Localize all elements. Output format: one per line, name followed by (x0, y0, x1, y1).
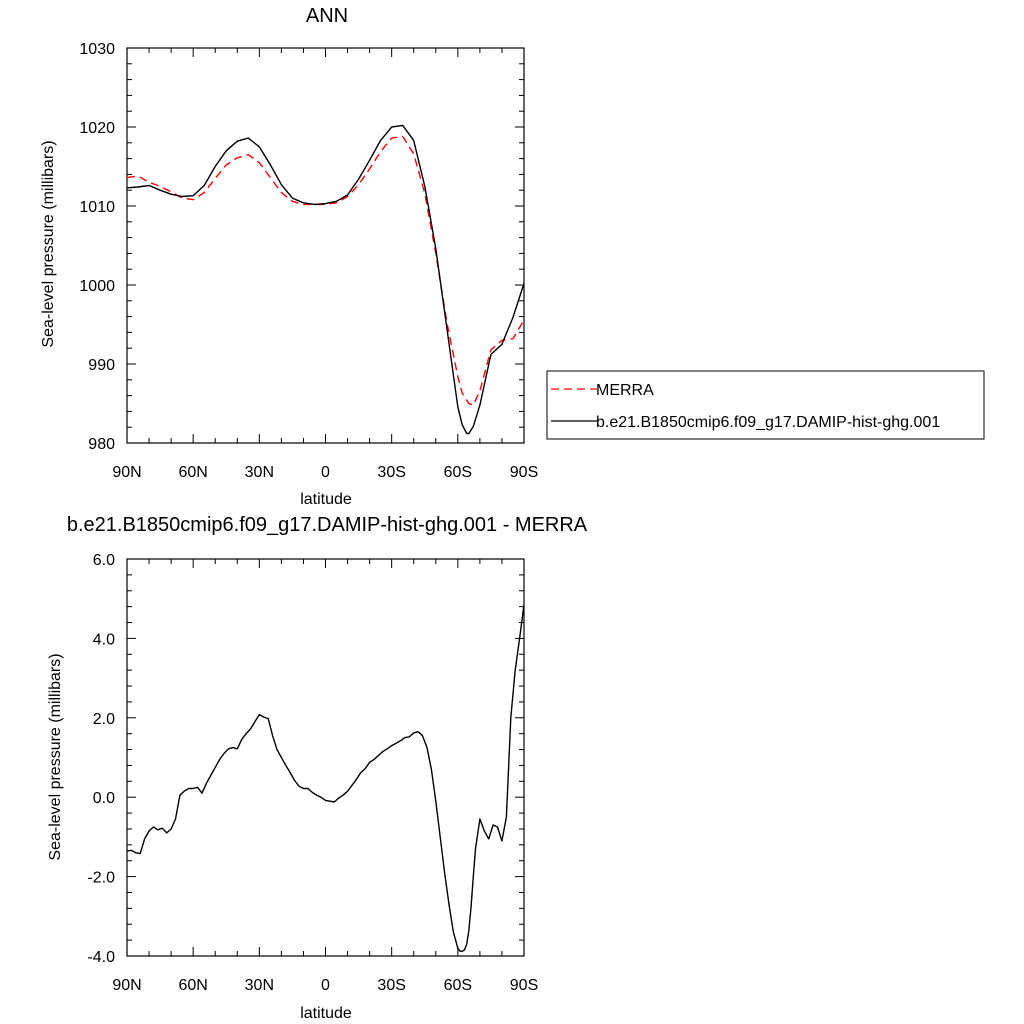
top-series-line-1 (126, 124, 525, 435)
top-ytick-label: 1000 (79, 278, 115, 295)
bottom-chart-ylabel: Sea-level pressure (millibars) (47, 653, 64, 860)
bottom-xtick-label: 0 (321, 977, 330, 994)
bottom-xtick-label: 30N (245, 977, 274, 994)
top-ytick-label: 1020 (79, 120, 115, 137)
bottom-ytick-label: -2.0 (87, 870, 115, 887)
top-plot-frame (126, 47, 525, 444)
legend-label-model: b.e21.B1850cmip6.f09_g17.DAMIP-hist-ghg.… (596, 414, 940, 431)
top-plot-area: 980 990 1000 1010 1020 1030 90N 60N 30N 0 30S 60S 90… (79, 41, 538, 481)
top-xtick-label: 60S (444, 464, 472, 481)
bottom-xtick-label: 90S (510, 977, 538, 994)
top-xtick-label: 30N (245, 464, 274, 481)
bottom-ytick-label: 0.0 (93, 790, 115, 807)
top-xtick-label: 60N (178, 464, 207, 481)
top-series-line-0 (126, 135, 525, 406)
bottom-ytick-label: 2.0 (93, 711, 115, 728)
bottom-series-line-0 (126, 604, 525, 952)
bottom-xtick-label: 60S (444, 977, 472, 994)
bottom-ytick-label: -4.0 (87, 949, 115, 966)
bottom-chart-xlabel: latitude (300, 1005, 352, 1022)
bottom-chart-title: b.e21.B1850cmip6.f09_g17.DAMIP-hist-ghg.… (67, 514, 588, 536)
top-chart-xlabel: latitude (300, 491, 352, 508)
bottom-ytick-label: 4.0 (93, 631, 115, 648)
legend-label-merra: MERRA (596, 382, 654, 399)
legend: MERRA b.e21.B1850cmip6.f09_g17.DAMIP-his… (546, 370, 985, 440)
top-ytick-label: 1010 (79, 199, 115, 216)
top-ytick-label: 1030 (79, 41, 115, 58)
top-ytick-label: 990 (88, 357, 115, 374)
top-xtick-label: 90S (510, 464, 538, 481)
bottom-plot-area: -4.0 -2.0 0.0 2.0 4.0 6.0 90N 60N 30N 0 30S 60S 90S (87, 552, 538, 994)
top-xtick-label: 0 (321, 464, 330, 481)
bottom-xtick-label: 60N (178, 977, 207, 994)
bottom-ytick-label: 6.0 (93, 552, 115, 569)
legend-box (546, 370, 985, 440)
bottom-plot-frame (126, 558, 525, 957)
bottom-xtick-label: 90N (112, 977, 141, 994)
top-chart-title: ANN (306, 5, 348, 27)
top-chart-ylabel: Sea-level pressure (millibars) (40, 140, 57, 347)
top-ytick-label: 980 (88, 436, 115, 453)
bottom-xtick-label: 30S (377, 977, 405, 994)
top-xtick-label: 30S (377, 464, 405, 481)
top-xtick-label: 90N (112, 464, 141, 481)
